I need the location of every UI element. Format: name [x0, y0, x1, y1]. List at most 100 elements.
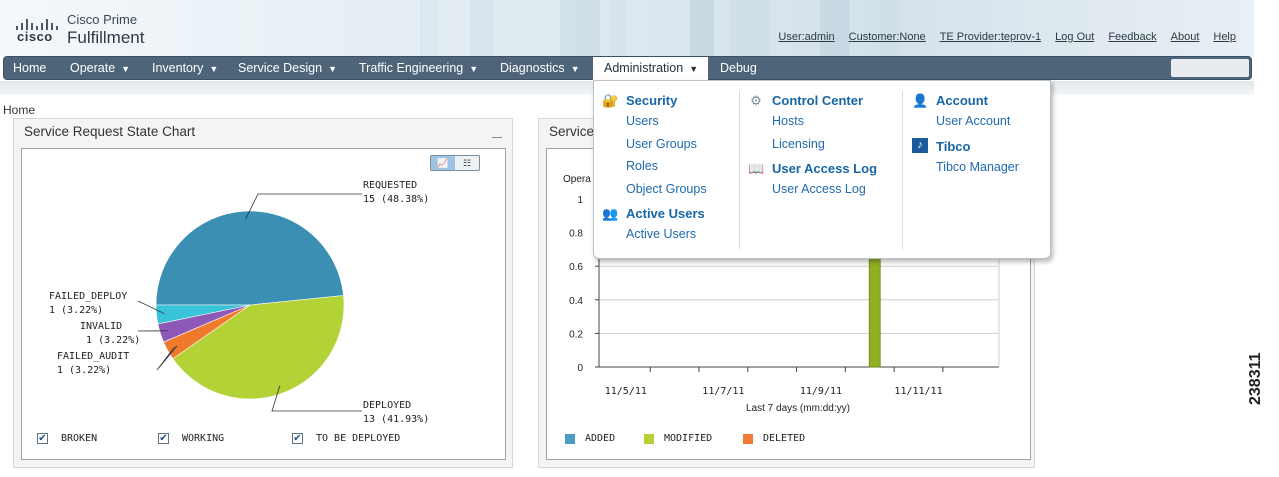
top-links: User:admin Customer:None TE Provider:tep…	[778, 31, 1236, 43]
checkbox-checked-icon[interactable]: ✔	[37, 433, 48, 444]
pie-chart	[137, 193, 362, 412]
x-tick-label: 11/5/11	[605, 386, 647, 397]
leader-line-failed-deploy	[137, 300, 165, 315]
menu-item-users[interactable]: Users	[626, 114, 659, 128]
legend-added: ADDED	[565, 433, 615, 444]
menu-item-tibco-manager[interactable]: Tibco Manager	[936, 160, 1019, 174]
chevron-down-icon: ▼	[328, 64, 337, 74]
chevron-down-icon: ▼	[570, 64, 580, 74]
y-tick-label: 0.4	[569, 296, 583, 307]
leader-line-deployed	[271, 385, 362, 412]
menu-item-user-access-log[interactable]: User Access Log	[772, 182, 866, 196]
pie-slice-requested[interactable]	[155, 210, 344, 306]
chevron-down-icon: ▼	[469, 64, 479, 74]
menu-item-active-users[interactable]: Active Users	[626, 227, 697, 241]
chevron-down-icon: ▼	[689, 64, 699, 74]
about-link[interactable]: About	[1170, 31, 1200, 43]
menu-heading-tibco[interactable]: Tibco	[936, 139, 971, 154]
leader-line-failed-audit	[156, 345, 178, 371]
pie-label-failed-audit: FAILED_AUDIT 1 (3.22%)	[57, 351, 130, 376]
pie-label-invalid: INVALID 1 (3.22%)	[80, 321, 141, 346]
pie-slice-deployed[interactable]	[172, 295, 345, 400]
y-tick-label: 0	[577, 363, 583, 374]
logout-link[interactable]: Log Out	[1055, 31, 1095, 43]
nav-home[interactable]: Home	[13, 61, 47, 75]
menu-item-user-account[interactable]: User Account	[936, 114, 1011, 128]
y-axis-title: Opera	[563, 174, 591, 185]
legend-swatch	[644, 433, 654, 444]
menu-item-object-groups[interactable]: Object Groups	[626, 182, 707, 196]
header: cisco Cisco Prime Fulfillment User:admin…	[0, 0, 1254, 56]
menu-item-user-groups[interactable]: User Groups	[626, 137, 697, 151]
menu-heading-control-center[interactable]: Control Center	[772, 93, 863, 108]
chart-view-icon[interactable]: 📈	[431, 156, 455, 170]
menu-heading-security[interactable]: Security	[626, 93, 678, 108]
working-checkbox-row[interactable]: ✔ WORKING	[158, 433, 225, 444]
cisco-bars-icon	[14, 16, 66, 30]
to-be-deployed-checkbox-row[interactable]: ✔ TO BE DEPLOYED	[292, 433, 401, 444]
nav-operate[interactable]: Operate ▼	[70, 61, 131, 75]
y-tick-label: 0.2	[569, 329, 583, 340]
pie-slice-failed-deploy[interactable]	[155, 304, 251, 325]
y-tick-label: 0.8	[569, 229, 583, 240]
pie-label-failed-deploy: FAILED_DEPLOY 1 (3.22%)	[49, 291, 128, 316]
pie-chart-area: 📈 ☷ REQUESTED 15 (48.38%) DEPLOYED 13 (41.…	[21, 148, 506, 460]
help-link[interactable]: Help	[1213, 31, 1236, 43]
nav-service-design[interactable]: Service Design ▼	[238, 61, 337, 75]
breadcrumb[interactable]: Home	[3, 103, 36, 117]
main-nav: Home Operate ▼ Inventory ▼ Service Design ▼…	[3, 56, 1252, 81]
menu-item-hosts[interactable]: Hosts	[772, 114, 804, 128]
legend-swatch	[565, 433, 575, 444]
minimize-icon[interactable]	[492, 137, 502, 138]
nav-administration[interactable]: Administration ▼	[593, 57, 708, 81]
feedback-link[interactable]: Feedback	[1108, 31, 1157, 43]
x-tick-label: 11/9/11	[800, 386, 842, 397]
legend-swatch	[743, 433, 753, 444]
legend-modified: MODIFIED	[644, 433, 712, 444]
menu-heading-active-users[interactable]: Active Users	[626, 206, 705, 221]
view-toggle[interactable]: 📈 ☷	[430, 155, 480, 171]
product-line: Cisco Prime	[67, 12, 138, 27]
user-link[interactable]: User:admin	[778, 31, 835, 43]
pie-label-requested: REQUESTED 15 (48.38%)	[363, 180, 430, 205]
active-users-icon: 👥	[602, 206, 619, 221]
x-tick-label: 11/11/11	[894, 386, 942, 397]
chevron-down-icon: ▼	[121, 64, 131, 74]
checkbox-checked-icon[interactable]: ✔	[292, 433, 303, 444]
nav-search-box[interactable]	[1171, 59, 1249, 77]
y-tick-label: 0.6	[569, 262, 583, 273]
cisco-wordmark: cisco	[17, 29, 53, 44]
menu-item-roles[interactable]: Roles	[626, 159, 658, 173]
tibco-icon: ♪	[912, 138, 928, 153]
x-axis-label: Last 7 days (mm:dd:yy)	[746, 403, 850, 414]
nav-diagnostics[interactable]: Diagnostics ▼	[500, 61, 580, 75]
leader-line-requested	[245, 193, 362, 220]
broken-checkbox-row[interactable]: ✔ BROKEN	[37, 433, 98, 444]
account-icon: 👤	[912, 93, 929, 108]
pie-label-deployed: DEPLOYED 13 (41.93%)	[363, 400, 430, 425]
nav-inventory[interactable]: Inventory ▼	[152, 61, 219, 75]
menu-heading-user-access-log[interactable]: User Access Log	[772, 161, 878, 176]
legend-deleted: DELETED	[743, 433, 805, 444]
figure-number: 238311	[1247, 352, 1264, 405]
pie-chart-panel: Service Request State Chart 📈 ☷ REQUESTE…	[13, 118, 513, 468]
bar-panel-title: Service	[549, 124, 595, 139]
administration-menu: 🔐 Security Users User Groups Roles Objec…	[593, 80, 1051, 259]
te-provider-link[interactable]: TE Provider:teprov-1	[939, 31, 1042, 43]
y-tick-label: 1	[577, 195, 583, 206]
pie-panel-title: Service Request State Chart	[24, 124, 196, 139]
customer-link[interactable]: Customer:None	[848, 31, 926, 43]
book-icon: 📖	[748, 161, 765, 176]
menu-heading-account[interactable]: Account	[936, 93, 988, 108]
gear-icon: ⚙	[750, 93, 762, 108]
menu-item-licensing[interactable]: Licensing	[772, 137, 825, 151]
product-name: Fulfillment	[67, 28, 145, 47]
security-icon: 🔐	[602, 93, 619, 108]
chevron-down-icon: ▼	[209, 64, 219, 74]
x-tick-label: 11/7/11	[702, 386, 744, 397]
nav-traffic-engineering[interactable]: Traffic Engineering ▼	[359, 61, 479, 75]
table-view-icon[interactable]: ☷	[462, 157, 472, 168]
nav-debug[interactable]: Debug	[720, 61, 757, 75]
checkbox-checked-icon[interactable]: ✔	[158, 433, 169, 444]
